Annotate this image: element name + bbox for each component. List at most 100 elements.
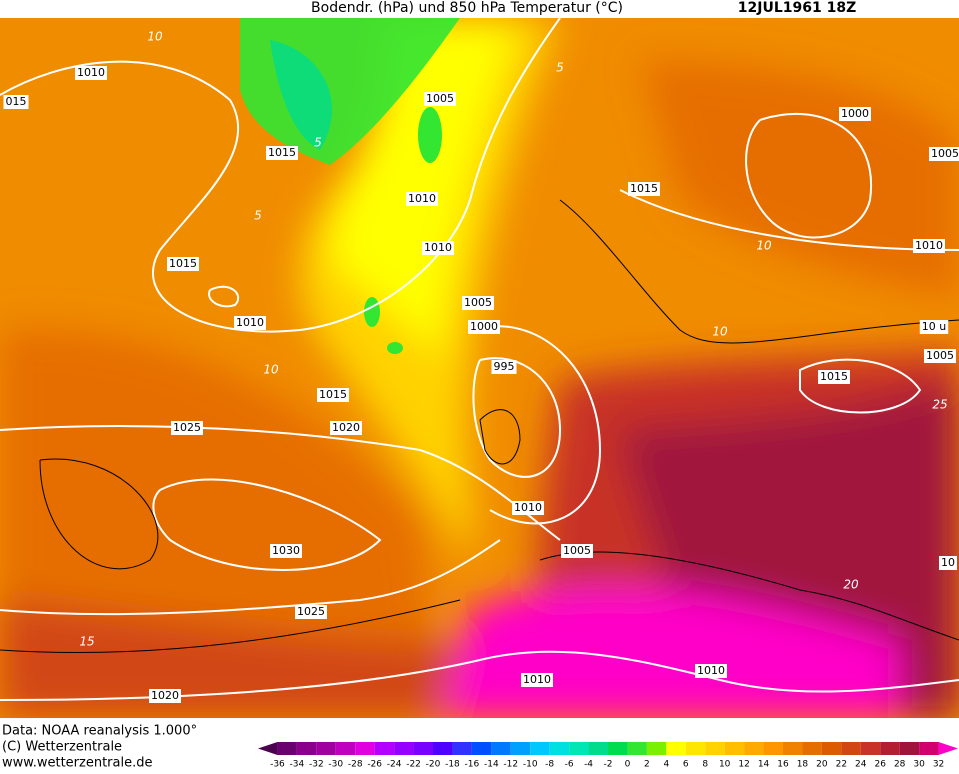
isobar-label: 10 u	[922, 320, 946, 333]
isobar-label: 1025	[297, 605, 325, 618]
legend-tick-label: 32	[933, 760, 944, 770]
legend-tick-label: -8	[545, 760, 554, 770]
isobar-label: 1015	[630, 182, 658, 195]
legend-tick-label: -16	[465, 760, 480, 770]
legend-swatch	[258, 742, 277, 755]
isobar-label: 1000	[470, 320, 498, 333]
isobar-label: 1015	[820, 370, 848, 383]
legend-tick-label: 2	[644, 760, 650, 770]
legend-swatch	[589, 742, 608, 755]
legend-swatch	[472, 742, 491, 755]
isobar-label: 1015	[169, 257, 197, 270]
isobar-label: 1010	[424, 241, 452, 254]
footer-line: (C) Wetterzentrale	[2, 740, 122, 755]
legend-swatch	[764, 742, 783, 755]
legend-tick-label: -22	[406, 760, 421, 770]
isotherm-label: 20	[843, 578, 859, 592]
legend-swatch	[705, 742, 724, 755]
legend-tick-label: -12	[503, 760, 518, 770]
legend-tick-label: -32	[309, 760, 324, 770]
legend-tick-label: -6	[565, 760, 574, 770]
isobar-label: 1000	[841, 107, 869, 120]
isotherm-label: 10	[756, 239, 772, 253]
legend-tick-label: -26	[367, 760, 382, 770]
isobar-label: 1015	[268, 146, 296, 159]
legend-swatch	[511, 742, 530, 755]
legend-swatch	[686, 742, 705, 755]
isobar-label: 1010	[408, 192, 436, 205]
legend-swatch	[802, 742, 821, 755]
legend-swatch	[530, 742, 549, 755]
title: Bodendr. (hPa) und 850 hPa Temperatur (°…	[311, 0, 623, 16]
legend-tick-label: 4	[663, 760, 669, 770]
legend-tick-label: 18	[797, 760, 809, 770]
isobar-label: 1015	[319, 388, 347, 401]
legend-tick-label: 26	[874, 760, 886, 770]
date: 12JUL1961 18Z	[738, 0, 856, 16]
footer-line: www.wetterzentrale.de	[2, 756, 152, 771]
map	[0, 18, 959, 718]
legend-swatch	[336, 742, 355, 755]
footer-line: Data: NOAA reanalysis 1.000°	[2, 724, 197, 739]
legend-tick-label: -20	[426, 760, 441, 770]
legend-swatch	[647, 742, 666, 755]
isobar-label: 1005	[563, 544, 591, 557]
legend-tick-label: -14	[484, 760, 499, 770]
legend-tick-label: 6	[683, 760, 689, 770]
legend-tick-label: -4	[584, 760, 593, 770]
isobar-label: 1020	[332, 421, 360, 434]
legend-swatch	[394, 742, 413, 755]
legend-tick-label: -28	[348, 760, 363, 770]
legend-tick-label: 16	[777, 760, 789, 770]
legend-tick-label: 10	[719, 760, 731, 770]
isotherm-label: 5	[556, 61, 564, 75]
isobar-label: 1005	[931, 147, 959, 160]
legend-swatch	[452, 742, 471, 755]
legend-swatch	[666, 742, 685, 755]
isobar-label: 1010	[514, 501, 542, 514]
isobar-label: 1005	[426, 92, 454, 105]
isotherm-label: 15	[79, 635, 94, 649]
legend-tick-label: -34	[290, 760, 305, 770]
isotherm-label: 25	[932, 398, 947, 412]
isobar-label: 995	[494, 360, 515, 373]
isotherm-label: 10	[147, 30, 163, 44]
isobar-label: 1005	[464, 296, 492, 309]
legend-tick-label: 22	[836, 760, 847, 770]
isobar-label: 1010	[697, 664, 725, 677]
isobar-label: 10	[941, 556, 955, 569]
legend-swatch	[569, 742, 588, 755]
isobar-label: 1010	[236, 316, 264, 329]
legend-swatch	[744, 742, 763, 755]
isobar-label: 1010	[915, 239, 943, 252]
legend-tick-label: -24	[387, 760, 402, 770]
legend-tick-label: 28	[894, 760, 906, 770]
legend-tick-label: 20	[816, 760, 828, 770]
isobar-label: 1005	[926, 349, 954, 362]
isobar-label: 015	[6, 95, 27, 108]
legend-swatch	[900, 742, 919, 755]
legend-tick-label: 30	[913, 760, 925, 770]
legend-tick-label: -10	[523, 760, 538, 770]
legend-swatch	[861, 742, 880, 755]
isotherm-label: 10	[263, 363, 279, 377]
legend-swatch	[375, 742, 394, 755]
legend-swatch	[414, 742, 433, 755]
legend-tick-label: 0	[625, 760, 631, 770]
legend-swatch	[880, 742, 899, 755]
legend-swatch	[550, 742, 569, 755]
legend-swatch	[841, 742, 860, 755]
isobar-label: 1010	[77, 66, 105, 79]
isobar-label: 1020	[151, 689, 179, 702]
legend-swatch	[627, 742, 646, 755]
legend-tick-label: -36	[270, 760, 285, 770]
legend-tick-label: -18	[445, 760, 460, 770]
legend-swatch	[822, 742, 841, 755]
color-legend: -36-34-32-30-28-26-24-22-20-18-16-14-12-…	[258, 742, 958, 770]
legend-tick-label: 12	[738, 760, 749, 770]
legend-tick-label: -30	[328, 760, 343, 770]
isotherm-label: 5	[254, 209, 262, 223]
legend-swatch	[277, 742, 296, 755]
isobar-label: 1010	[523, 673, 551, 686]
